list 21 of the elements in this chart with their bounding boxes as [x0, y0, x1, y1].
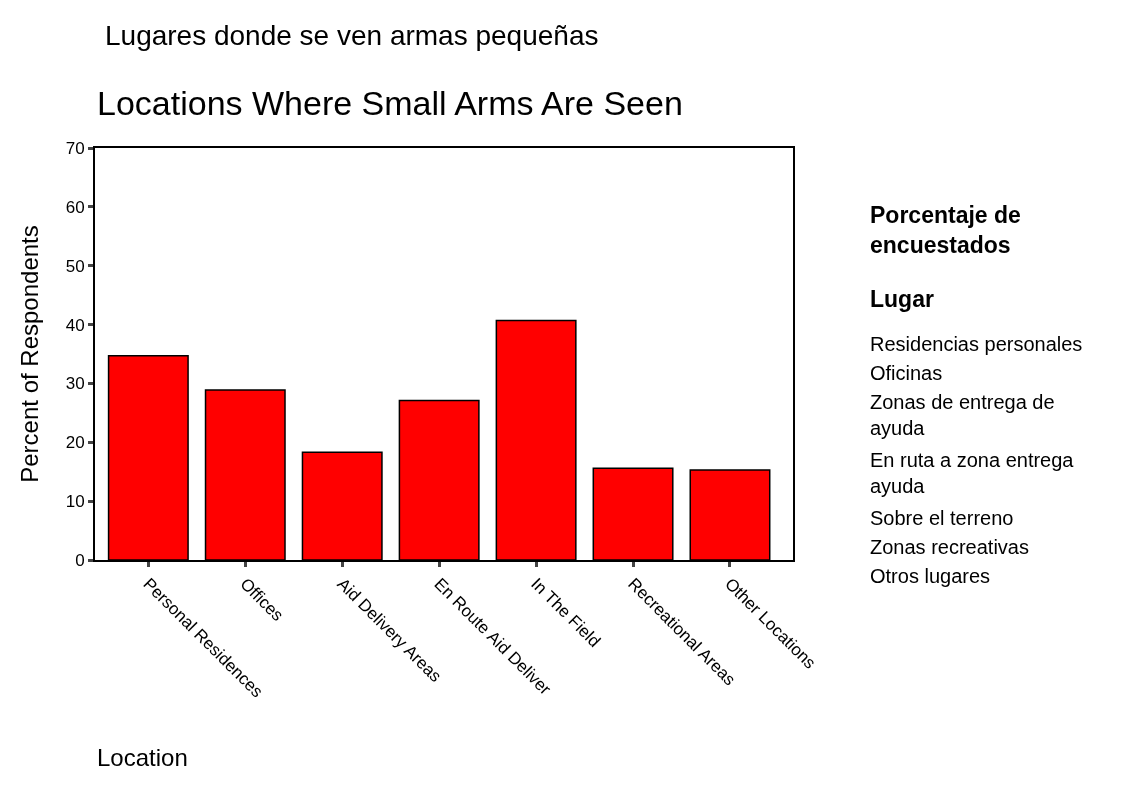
- text: Lugar: [870, 286, 934, 312]
- y-tick-label: 20: [65, 433, 85, 453]
- y-tick-label: 60: [65, 197, 85, 217]
- chart-title: Locations Where Small Arms Are Seen: [97, 84, 683, 122]
- text: Zonas recreativas: [870, 536, 1029, 558]
- text: Otros lugares: [870, 565, 991, 587]
- text: Sobre el terreno: [870, 507, 1014, 529]
- y-tick-label: 40: [65, 315, 85, 335]
- y-tick-label: 10: [65, 492, 85, 512]
- text: Residencias personales: [870, 333, 1083, 355]
- text: Porcentaje de encuestados: [870, 202, 1021, 258]
- text: En ruta a zona entrega ayuda: [870, 449, 1075, 497]
- y-tick-label: 50: [65, 256, 85, 276]
- y-tick-label: 30: [65, 374, 85, 394]
- y-tick-label: 0: [75, 550, 85, 570]
- y-tick-label: 70: [65, 138, 85, 158]
- x-axis-title: Location: [97, 744, 188, 771]
- y-axis-title: Percent of Respondents: [16, 225, 44, 483]
- chart-subtitle: Lugares donde se ven armas pequeñas: [105, 20, 599, 51]
- text: Oficinas: [870, 362, 943, 384]
- text: Zonas de entrega de ayuda: [870, 391, 1055, 439]
